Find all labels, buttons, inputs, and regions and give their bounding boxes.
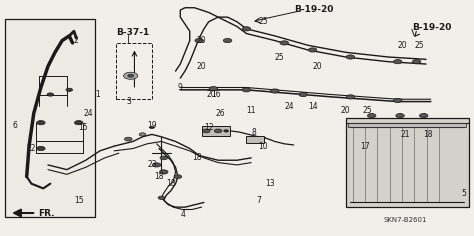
Text: 7: 7 [256, 196, 261, 205]
Circle shape [202, 129, 210, 133]
Circle shape [66, 88, 73, 92]
Text: 21: 21 [400, 130, 410, 139]
Text: 20: 20 [341, 106, 351, 115]
Text: 20: 20 [197, 36, 207, 45]
Text: 24: 24 [284, 102, 294, 111]
Circle shape [36, 146, 45, 151]
Text: 11: 11 [246, 106, 256, 115]
Text: 14: 14 [308, 102, 318, 111]
Text: SKN7-B2601: SKN7-B2601 [383, 217, 427, 223]
Text: 24: 24 [83, 109, 93, 118]
Text: 22: 22 [27, 144, 36, 153]
Circle shape [195, 38, 203, 43]
Text: 17: 17 [360, 142, 370, 151]
Text: 20: 20 [313, 62, 322, 71]
Circle shape [174, 175, 182, 178]
Bar [117, 43, 152, 99]
Text: 19: 19 [147, 121, 157, 130]
Circle shape [393, 59, 402, 64]
Text: 23: 23 [147, 160, 157, 169]
Bar [202, 126, 230, 136]
Text: 4: 4 [180, 210, 185, 219]
Text: 20: 20 [206, 90, 216, 99]
Circle shape [280, 41, 289, 45]
Circle shape [150, 126, 155, 129]
Text: 20: 20 [398, 41, 407, 50]
Text: 15: 15 [74, 196, 83, 205]
Circle shape [223, 38, 232, 43]
Text: 18: 18 [424, 130, 433, 139]
Circle shape [74, 121, 83, 125]
Circle shape [412, 59, 421, 64]
Circle shape [396, 114, 404, 118]
Circle shape [367, 114, 376, 118]
Circle shape [124, 72, 138, 79]
Circle shape [158, 196, 164, 199]
Text: 25: 25 [362, 106, 372, 115]
Circle shape [209, 87, 218, 91]
Bar [246, 136, 264, 143]
Circle shape [419, 114, 428, 118]
Circle shape [299, 93, 308, 97]
Circle shape [214, 129, 222, 133]
Bar [5, 19, 95, 217]
Text: 8: 8 [251, 128, 256, 137]
Bar [346, 118, 469, 207]
Circle shape [139, 133, 146, 136]
Text: 20: 20 [197, 62, 207, 71]
Circle shape [36, 121, 45, 125]
Circle shape [393, 98, 402, 102]
Text: FR.: FR. [38, 209, 55, 218]
Circle shape [242, 88, 251, 92]
Text: 3: 3 [126, 97, 131, 106]
Text: B-19-20: B-19-20 [412, 23, 451, 32]
Circle shape [271, 89, 279, 93]
Circle shape [346, 95, 355, 99]
Text: 18: 18 [166, 179, 175, 188]
Text: 5: 5 [462, 189, 466, 198]
Text: 12: 12 [204, 123, 213, 132]
Bar [348, 123, 466, 127]
Text: 1: 1 [95, 90, 100, 99]
Text: B-19-20: B-19-20 [294, 5, 333, 14]
Circle shape [153, 163, 161, 167]
Text: 13: 13 [265, 179, 275, 188]
Circle shape [160, 156, 167, 160]
Text: 18: 18 [155, 172, 164, 181]
Circle shape [309, 48, 317, 52]
Text: 10: 10 [258, 142, 268, 151]
Circle shape [47, 93, 54, 96]
Text: 26: 26 [216, 109, 225, 118]
Text: B-37-1: B-37-1 [117, 28, 150, 37]
Circle shape [224, 130, 228, 132]
Circle shape [125, 137, 132, 141]
Text: 2: 2 [74, 36, 79, 45]
Text: 15: 15 [79, 123, 88, 132]
Text: 18: 18 [192, 153, 201, 162]
Circle shape [242, 27, 251, 31]
Circle shape [128, 74, 134, 77]
Text: 25: 25 [414, 41, 424, 50]
Text: 16: 16 [211, 90, 220, 99]
Circle shape [346, 55, 355, 59]
Text: 6: 6 [13, 121, 18, 130]
Text: 25: 25 [275, 52, 284, 62]
Text: 25: 25 [258, 17, 268, 26]
Circle shape [159, 170, 168, 174]
Text: 9: 9 [178, 83, 183, 92]
